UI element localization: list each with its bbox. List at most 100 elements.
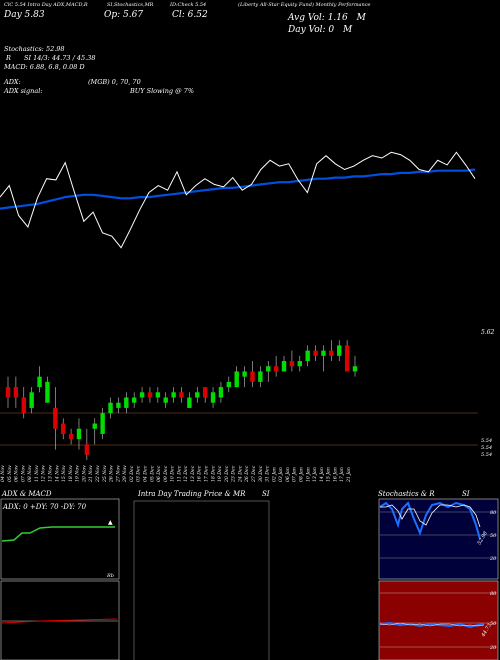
candle — [21, 387, 26, 419]
adx-line — [1, 526, 115, 542]
avg-vol-unit: M — [356, 13, 366, 23]
price-label-bottom-3: 5.54 — [481, 452, 492, 458]
x-tick-label: 19 Nov — [75, 465, 81, 482]
candle — [68, 428, 74, 445]
x-tick-label: 12 Dec — [183, 465, 189, 482]
x-tick-label: 07 Nov — [20, 465, 26, 482]
rsi-tick-20: 20 — [489, 645, 497, 651]
candle — [61, 418, 66, 440]
candle — [195, 387, 200, 403]
x-tick-label: 21 Jan — [346, 467, 352, 483]
candle — [76, 418, 82, 450]
candle-body — [226, 381, 232, 388]
x-tick-label: 21 Nov — [88, 465, 94, 483]
macd-readout: MACD: 6.88, 6.8, 0.08 D — [4, 63, 85, 71]
x-tick-label: 27 Dec — [251, 465, 257, 483]
candle-body — [305, 350, 310, 362]
adx-marker-top: ▲ — [108, 519, 113, 526]
candle — [234, 366, 239, 388]
candle-body — [13, 387, 19, 398]
candle — [116, 397, 121, 414]
candle-body — [37, 376, 42, 388]
candle — [131, 392, 137, 408]
candle-body — [139, 392, 145, 398]
candle — [37, 366, 42, 393]
header-close: Cl: 6.52 — [172, 10, 208, 20]
x-tick-label: 08 Jan — [299, 467, 305, 482]
x-tick-label: 27 Nov — [115, 465, 121, 483]
candle-body — [163, 397, 168, 403]
candle-body — [124, 397, 129, 408]
candle — [179, 387, 184, 403]
candle — [258, 366, 263, 388]
candle-body — [108, 402, 113, 414]
candle — [202, 387, 208, 403]
x-tick-label: 04 Dec — [142, 465, 148, 482]
candle — [226, 376, 232, 393]
header-day: Day 5.83 — [4, 10, 45, 20]
candle — [155, 387, 161, 403]
adx-value: (MGB) 0, 70, 70 — [88, 78, 141, 86]
x-tick-label: 17 Jan — [339, 467, 345, 482]
candle-body — [21, 397, 26, 414]
x-tick-label: 11 Dec — [176, 465, 182, 482]
candle-body — [76, 428, 82, 440]
candle — [187, 392, 192, 408]
candle — [281, 355, 287, 372]
x-tick-label: 19 Dec — [217, 465, 223, 482]
candle — [108, 397, 113, 419]
stoch-panel-suffix: SI — [462, 490, 470, 498]
candle-body — [61, 423, 66, 434]
candle-body — [352, 366, 358, 372]
rsi-tick-80: 80 — [490, 591, 497, 597]
candle-body — [53, 407, 58, 429]
candle — [139, 387, 145, 403]
candle — [53, 387, 58, 450]
x-tick-label: 29 Nov — [122, 465, 128, 483]
price-label-bottom-2: 5.54 — [481, 445, 492, 451]
stoch-tick-20: 20 — [489, 556, 497, 562]
candle — [218, 381, 224, 403]
header-symbol: ClC 5.54 Intra Day ADX,MACD,R — [4, 2, 88, 8]
x-tick-label: 15 Jan — [326, 467, 332, 482]
stoch-panel-title: Stochastics & R — [378, 490, 435, 498]
macd-line — [1, 618, 118, 624]
stochastic-line — [0, 151, 476, 249]
candle-body — [234, 371, 239, 388]
candle-body — [84, 444, 90, 455]
stoch-tick-50: 50 — [490, 533, 497, 539]
candle-body — [5, 387, 11, 398]
header-open: Op: 5.67 — [104, 10, 144, 20]
x-tick-label: 02 Dec — [129, 465, 135, 482]
candle-body — [100, 413, 105, 434]
candle — [210, 387, 216, 408]
candle-body — [313, 350, 318, 356]
stoch-tick-80: 80 — [490, 510, 497, 516]
stoch-d-line — [380, 504, 481, 528]
x-tick-label: 13 Dec — [190, 465, 196, 482]
candle — [273, 355, 279, 377]
x-tick-label: 05 Nov — [7, 465, 13, 482]
price-label-bottom-1: 5.54 — [481, 438, 492, 444]
x-tick-label: 31 Dec — [265, 465, 271, 482]
candle — [171, 387, 176, 403]
x-tick-label: 12 Nov — [41, 465, 47, 482]
candle-body — [202, 387, 208, 398]
header-id: ID:Check 5.54 — [170, 2, 207, 8]
x-tick-label: 18 Dec — [210, 465, 216, 482]
candle-body — [273, 366, 279, 372]
candle-body — [131, 397, 137, 403]
candle-body — [329, 350, 334, 356]
candle-body — [195, 392, 200, 398]
header-day-vol: Day Vol: 0 M — [288, 25, 352, 35]
candle-body — [116, 402, 121, 408]
x-tick-label: 04 Nov — [0, 465, 6, 482]
price-label-top: 5.62 — [481, 329, 495, 336]
candle-body — [210, 392, 216, 403]
x-tick-label: 26 Dec — [244, 465, 250, 483]
adx-panel-text: ADX: 0 +DY: 70 -DY: 70 — [2, 503, 87, 511]
x-tick-label: 09 Dec — [163, 465, 169, 482]
candle-body — [289, 361, 295, 367]
x-tick-label: 03 Jan — [278, 467, 284, 482]
candle-body — [281, 361, 287, 372]
